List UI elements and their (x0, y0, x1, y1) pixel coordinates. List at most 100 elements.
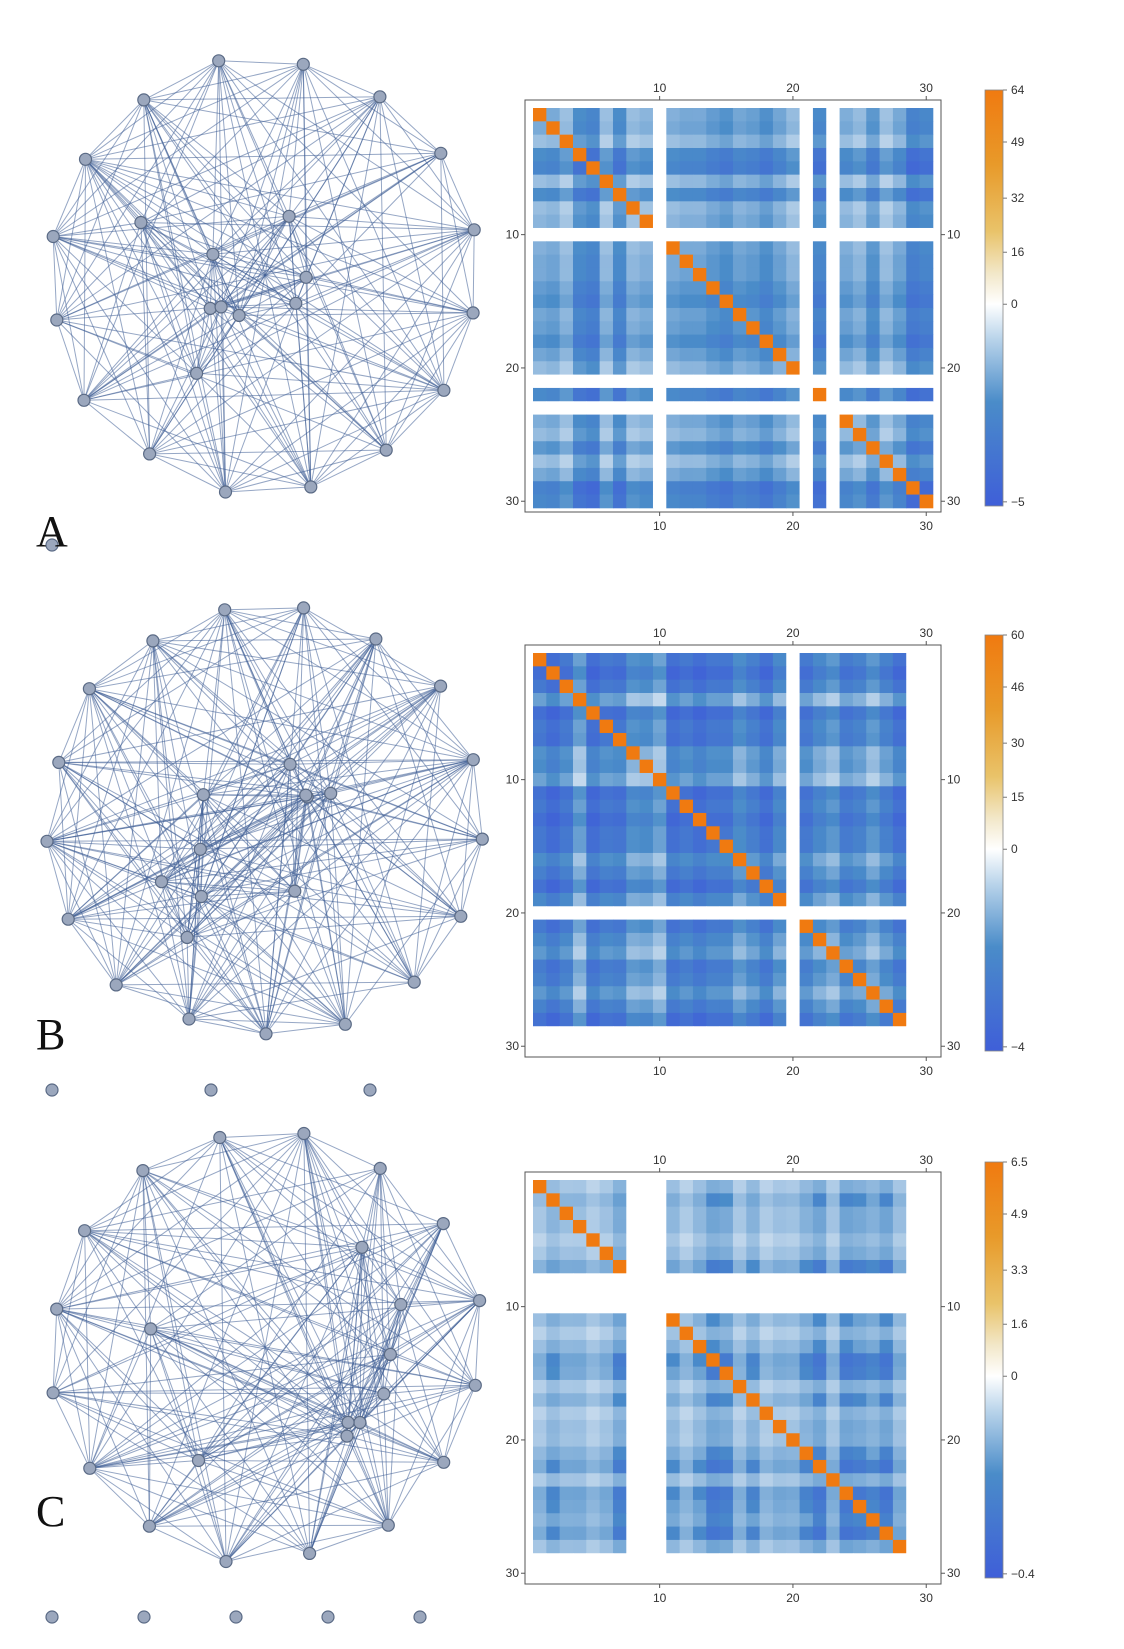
matrix-cell (746, 214, 761, 229)
matrix-cell (746, 892, 761, 907)
graph-edge (58, 762, 188, 938)
matrix-cell (679, 1499, 694, 1514)
matrix-cell (533, 361, 547, 375)
matrix-cell (586, 892, 601, 907)
matrix-cell (919, 281, 934, 296)
graph-edge (225, 1247, 363, 1562)
matrix-cell (639, 454, 654, 469)
matrix-cell (692, 1299, 707, 1314)
matrix-cell (812, 852, 827, 867)
graph-node (373, 90, 387, 104)
matrix-cell (919, 1286, 934, 1301)
graph-edge (303, 63, 381, 98)
graph-edge (152, 640, 332, 794)
matrix-cell (759, 1026, 774, 1040)
tick-label-left: 30 (506, 1039, 520, 1053)
matrix-cell (732, 1393, 747, 1408)
matrix-cell (599, 1039, 614, 1054)
matrix-cell (533, 932, 547, 947)
matrix-cell (586, 1366, 601, 1381)
matrix-cell (652, 334, 667, 349)
matrix-cell (666, 679, 681, 694)
matrix-cell (612, 866, 627, 881)
matrix-cell (639, 401, 654, 415)
tick-label-top: 10 (653, 626, 667, 640)
matrix-cell (799, 401, 814, 415)
matrix-cell (666, 1539, 681, 1554)
matrix-cell (639, 759, 654, 774)
matrix-cell (799, 281, 814, 296)
matrix-cell (612, 1406, 627, 1421)
graph-edge (288, 216, 387, 451)
matrix-cell (546, 174, 561, 189)
matrix-cell (892, 1326, 907, 1341)
matrix-cell (852, 1233, 867, 1248)
matrix-cell (772, 1246, 787, 1261)
matrix-cell (826, 1326, 840, 1341)
matrix-cell (586, 294, 601, 309)
matrix-cell (652, 666, 667, 681)
matrix-cell (786, 214, 800, 229)
matrix-cell (879, 706, 894, 721)
matrix-cell (759, 1446, 774, 1461)
matrix-cell (919, 946, 934, 960)
matrix-cell (732, 187, 747, 202)
matrix-cell (839, 187, 854, 202)
matrix-cell (812, 919, 827, 934)
matrix-cell (533, 227, 547, 242)
graph-node (61, 912, 75, 926)
matrix-cell (759, 414, 774, 429)
graph-edge (161, 881, 202, 897)
matrix-cell (706, 1193, 721, 1208)
matrix-cell (546, 214, 561, 229)
matrix-cell (572, 959, 587, 974)
matrix-cell (799, 906, 814, 920)
matrix-cell (852, 772, 867, 787)
matrix-cell (626, 414, 641, 429)
matrix-cell (799, 427, 814, 442)
matrix-cell (599, 241, 614, 256)
matrix-cell (839, 653, 854, 667)
matrix-cell (612, 374, 627, 389)
matrix-cell (572, 174, 587, 189)
matrix-cell (786, 1393, 800, 1408)
matrix-cell (586, 946, 601, 960)
matrix-cell (612, 653, 627, 667)
matrix-cell (612, 267, 627, 282)
isolated-node (45, 538, 59, 552)
matrix-cell (826, 879, 840, 894)
matrix-cell (679, 759, 694, 774)
graph-edge (379, 1168, 391, 1355)
matrix-cell (706, 1180, 721, 1194)
matrix-cell (799, 1326, 814, 1341)
matrix-cell (586, 481, 601, 495)
matrix-cell (852, 281, 867, 296)
graph-edge (140, 222, 198, 374)
matrix-cell (639, 786, 654, 801)
matrix-cell (599, 467, 614, 482)
matrix-cell (786, 1406, 800, 1421)
matrix-cell (626, 227, 641, 242)
graph-edge (53, 236, 213, 255)
matrix-cell (572, 746, 587, 761)
matrix-cell (919, 334, 934, 349)
matrix-cell (892, 679, 907, 694)
graph-node (468, 1378, 482, 1392)
matrix-cell (759, 1393, 774, 1408)
tick-label-right: 20 (947, 906, 961, 920)
matrix-cell (866, 972, 880, 987)
graph-edge (218, 60, 290, 217)
colorbar-tick-label: 0 (1011, 842, 1018, 856)
graph-edge (460, 838, 483, 917)
matrix-cell (759, 746, 774, 761)
matrix-cell (652, 147, 667, 162)
matrix-cell (599, 1286, 614, 1301)
matrix-cell (759, 214, 774, 229)
graph-edge (196, 308, 211, 374)
graph-edge (142, 1170, 311, 1554)
matrix-cell (639, 946, 654, 960)
matrix-cell (906, 1286, 920, 1301)
matrix-cell (652, 706, 667, 721)
graph-edge (219, 1137, 444, 1225)
matrix-cell (599, 1026, 614, 1040)
